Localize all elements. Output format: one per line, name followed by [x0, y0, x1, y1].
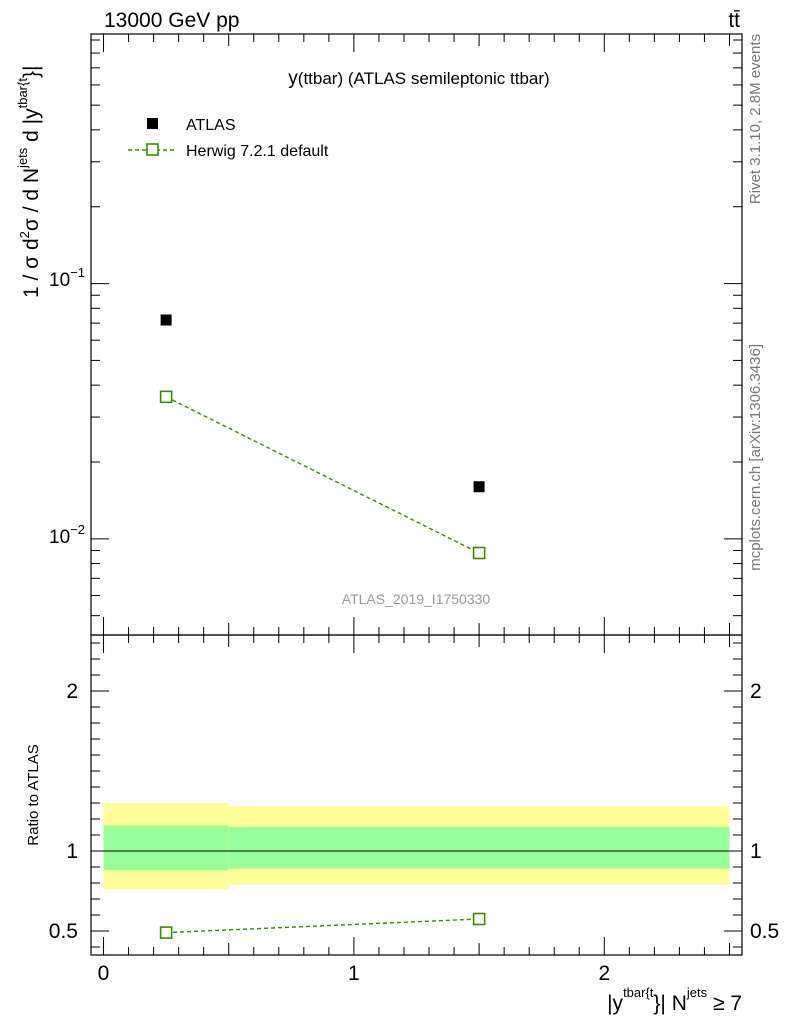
atlas-point	[160, 314, 172, 326]
ratio-band-inner	[103, 825, 229, 871]
main-y-label: 1 / σ d2σ / d Njets d |ytbar{t}|	[15, 66, 43, 298]
process-label: tt̄	[728, 9, 740, 32]
legend: ATLAS Herwig 7.2.1 default	[128, 117, 329, 160]
main-y-ticks	[91, 34, 742, 635]
ratio-bands	[91, 803, 742, 890]
herwig-line	[165, 396, 480, 554]
xtick-label: 2	[598, 962, 610, 985]
mcplots-label: mcplots.cern.ch [arXiv:1306.3436]	[747, 344, 764, 571]
energy-label: 13000 GeV pp	[104, 9, 239, 32]
ratio-ytick-label-left: 1	[66, 840, 78, 863]
ratio-herwig-point	[472, 912, 486, 926]
ratio-ytick-label-right: 1	[750, 840, 762, 863]
ratio-panel: 0.5 0.5 1 1 2 2 0 1 2 Ratio to ATLAS |ytbar{t}| …	[25, 634, 779, 1015]
main-panel: y(ttbar) (ATLAS semileptonic ttbar) 1 / …	[15, 33, 743, 636]
atlas-point	[473, 481, 485, 493]
svg-text:1 / σ d2σ / d Njets d |ytbar{t: 1 / σ d2σ / d Njets d |ytbar{t}|	[15, 66, 43, 298]
analysis-watermark: ATLAS_2019_I1750330	[342, 591, 491, 607]
ratio-herwig-line	[166, 918, 480, 934]
ratio-ytick-label-left: 2	[66, 680, 78, 703]
ratio-y-ticks: 0.5 0.5 1 1 2 2 0 1 2	[49, 635, 779, 985]
ratio-ytick-label-right: 0.5	[750, 920, 779, 943]
ytick-label-0.1: 10−1	[49, 265, 85, 291]
main-title: y(ttbar) (ATLAS semileptonic ttbar)	[288, 68, 549, 89]
ratio-herwig-point	[159, 926, 173, 939]
main-data-marks	[159, 314, 486, 560]
ratio-ytick-label-right: 2	[750, 680, 762, 703]
herwig-point	[159, 390, 173, 404]
ytick-label-0.01: 10−2	[49, 522, 85, 548]
x-axis-label: |ytbar{t}| Njets ≥ 7	[607, 985, 742, 1015]
xtick-label: 1	[348, 962, 360, 985]
ratio-plot-frame	[90, 634, 743, 956]
legend-atlas-marker	[147, 118, 158, 129]
legend-herwig-label: Herwig 7.2.1 default	[186, 143, 329, 160]
rivet-label: Rivet 3.1.10, 2.8M events	[747, 34, 764, 204]
ratio-ytick-label-left: 0.5	[49, 920, 78, 943]
ratio-band-inner	[228, 827, 730, 869]
herwig-point	[472, 546, 486, 560]
xtick-label: 0	[98, 962, 110, 985]
ratio-y-label: Ratio to ATLAS	[25, 744, 42, 845]
ratio-data-marks	[159, 912, 486, 939]
legend-atlas-label: ATLAS	[186, 117, 236, 134]
legend-herwig-marker	[146, 143, 159, 156]
